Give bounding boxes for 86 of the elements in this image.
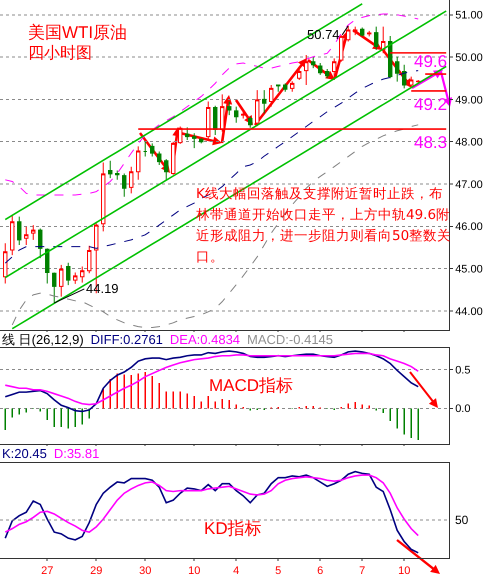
- candlestick: [108, 160, 112, 179]
- candlestick: [129, 166, 134, 194]
- annotation: MACD指标: [209, 376, 294, 395]
- x-tick-label: 5: [275, 565, 282, 578]
- candlestick: [10, 214, 14, 256]
- candlestick: [332, 58, 336, 80]
- candlestick: [388, 35, 392, 79]
- candlestick: [66, 262, 70, 286]
- candlestick: [297, 68, 302, 80]
- y-tick-label: 45.00: [455, 264, 483, 276]
- x-tick-label: 29: [90, 565, 102, 578]
- annotation: 49.6: [414, 52, 448, 71]
- candlestick: [234, 106, 238, 124]
- text: D:35.81: [54, 446, 100, 462]
- candlestick: [87, 245, 92, 274]
- candlestick: [122, 172, 126, 198]
- candlestick: [136, 146, 140, 180]
- candlestick: [408, 76, 414, 89]
- candlestick: [192, 132, 196, 149]
- candlestick: [171, 141, 176, 176]
- candlestick: [255, 90, 260, 127]
- y-tick-label: 48.00: [455, 136, 483, 149]
- candlestick: [73, 272, 78, 284]
- text: MACD:-0.4145: [247, 332, 334, 348]
- candlestick: [17, 216, 22, 246]
- candlestick: [3, 242, 8, 284]
- candlestick: [248, 116, 252, 128]
- chart-title: 线 日(26,12,9): [2, 332, 84, 348]
- candlestick: [31, 224, 36, 240]
- text: K:20.45: [2, 446, 47, 462]
- y-tick-label: 0.0: [455, 403, 470, 416]
- candlestick: [366, 30, 372, 37]
- y-tick-label: 49.00: [455, 94, 483, 106]
- candlestick: [325, 68, 330, 79]
- x-tick-label: 7: [359, 565, 366, 578]
- y-tick-label: 46.00: [455, 221, 483, 234]
- series-label: DEA:0.4834: [170, 332, 240, 348]
- candlestick: [283, 82, 288, 92]
- candlestick: [241, 110, 246, 119]
- candlestick: [143, 141, 148, 158]
- y-tick-label: 0.5: [455, 364, 470, 377]
- candlestick: [339, 34, 344, 62]
- annotation: 48.3: [414, 133, 448, 152]
- candlestick: [360, 27, 364, 37]
- candlestick: [269, 84, 274, 108]
- candlestick: [101, 162, 106, 232]
- candlestick: [290, 80, 294, 92]
- x-tick-label: 30: [139, 565, 152, 578]
- text: 四小时图: [28, 44, 92, 62]
- candlestick: [262, 90, 266, 114]
- candlestick: [164, 158, 168, 180]
- candlestick: [346, 25, 350, 42]
- x-tick-label: 27: [41, 565, 54, 578]
- candlestick: [353, 26, 358, 36]
- y-tick-label: 51.00: [455, 10, 483, 22]
- candlestick: [45, 248, 50, 284]
- candlestick: [318, 62, 322, 76]
- candlestick: [276, 84, 280, 92]
- candlestick: [24, 226, 28, 246]
- candlestick: [394, 56, 400, 82]
- candlestick: [157, 150, 162, 166]
- candlestick: [402, 64, 406, 89]
- y-tick-label: 44.00: [455, 306, 483, 318]
- candlestick: [213, 105, 218, 136]
- annotation: 49.2: [414, 95, 448, 114]
- candlestick: [59, 264, 64, 298]
- annotation: KD指标: [204, 519, 262, 538]
- x-tick-label: 6: [317, 565, 324, 578]
- text: 美国WTI原油: [28, 23, 128, 42]
- candlestick: [38, 228, 42, 259]
- text: 50: [455, 513, 469, 527]
- candlestick: [115, 170, 120, 180]
- series-label: DIFF:0.2761: [90, 332, 163, 348]
- x-tick-label: 10: [398, 565, 410, 578]
- y-tick-label: 47.00: [455, 178, 483, 191]
- candlestick: [80, 266, 84, 284]
- candlestick: [199, 138, 204, 144]
- candlestick: [374, 26, 378, 50]
- candlestick: [304, 54, 308, 86]
- candlestick: [150, 142, 154, 158]
- x-tick-label: 10: [188, 565, 200, 578]
- x-tick-label: 4: [233, 565, 240, 578]
- y-tick-label: 50.00: [455, 52, 483, 64]
- candlestick: [185, 126, 190, 141]
- candlestick: [311, 56, 316, 69]
- candlestick: [227, 101, 232, 116]
